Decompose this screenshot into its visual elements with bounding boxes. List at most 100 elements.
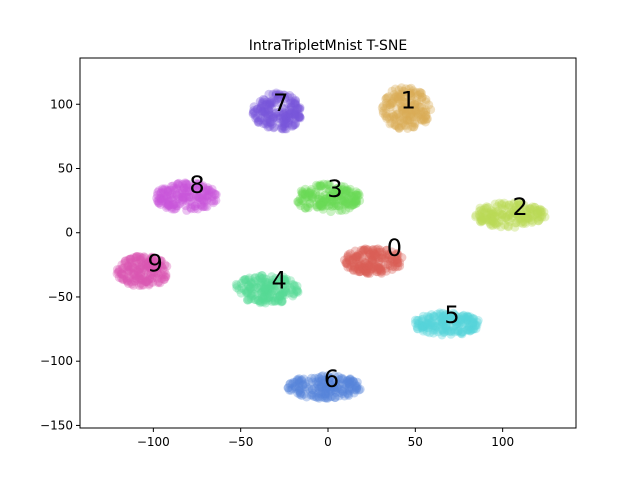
cluster-3-point	[315, 182, 325, 191]
cluster-3-point	[342, 185, 352, 195]
cluster-9-point	[135, 264, 145, 274]
cluster-6-point	[299, 384, 309, 394]
cluster-9-point	[129, 280, 138, 290]
cluster-3-point	[354, 190, 364, 200]
cluster-7-point	[258, 106, 268, 116]
cluster-4-point	[243, 295, 253, 305]
cluster-8-point	[181, 193, 191, 203]
cluster-4-point	[246, 294, 256, 304]
cluster-5-point	[465, 318, 475, 328]
cluster-5-point	[429, 328, 438, 338]
cluster-3-point	[344, 188, 354, 198]
cluster-6-point	[318, 387, 328, 396]
cluster-7-point	[262, 118, 272, 128]
cluster-6-point	[320, 389, 330, 399]
cluster-1-point	[414, 102, 424, 112]
cluster-9-point	[121, 256, 131, 266]
cluster-0-point	[343, 253, 353, 263]
cluster-9-point	[126, 254, 136, 264]
cluster-1-point	[401, 84, 411, 94]
cluster-7-point	[289, 109, 299, 119]
cluster-5-point	[466, 325, 476, 335]
cluster-4-point	[282, 274, 291, 284]
cluster-1-point	[385, 102, 395, 112]
cluster-4-point	[244, 295, 254, 304]
cluster-1-point	[417, 95, 427, 105]
cluster-3-point	[323, 201, 333, 211]
cluster-9-point	[154, 261, 164, 271]
cluster-2-point	[539, 207, 549, 217]
cluster-0-point	[356, 259, 366, 268]
cluster-0-point	[364, 255, 374, 265]
cluster-9-point	[130, 276, 140, 286]
cluster-6-points	[283, 371, 365, 403]
cluster-1-point	[401, 110, 411, 120]
cluster-0-point	[381, 245, 391, 255]
cluster-8-point	[159, 192, 169, 202]
cluster-5-point	[458, 311, 468, 321]
cluster-4-point	[277, 296, 287, 306]
cluster-3-point	[351, 198, 361, 208]
cluster-9-point	[138, 275, 148, 285]
cluster-7-point	[290, 99, 300, 109]
cluster-5-point	[456, 315, 466, 325]
cluster-0-point	[372, 264, 381, 274]
cluster-7-point	[248, 109, 258, 119]
cluster-2-point	[482, 203, 492, 213]
cluster-6-point	[314, 373, 324, 383]
cluster-8-point	[178, 186, 188, 195]
cluster-4-point	[236, 288, 246, 298]
cluster-3-point	[343, 194, 353, 204]
cluster-0-point	[365, 250, 375, 260]
cluster-4-point	[274, 295, 284, 304]
cluster-9-point	[124, 266, 134, 276]
cluster-6-point	[345, 375, 355, 384]
cluster-8-point	[179, 183, 189, 193]
cluster-3-point	[316, 195, 326, 205]
cluster-9-point	[142, 259, 152, 269]
cluster-9-point	[123, 261, 133, 271]
cluster-9-point	[137, 280, 147, 290]
cluster-2-point	[488, 220, 498, 230]
cluster-0-point	[387, 265, 397, 274]
cluster-5-point	[422, 323, 432, 332]
cluster-2-point	[535, 205, 545, 215]
cluster-9-point	[146, 254, 156, 263]
cluster-6-point	[316, 380, 326, 390]
cluster-6-point	[307, 384, 317, 394]
cluster-5-point	[435, 308, 445, 318]
cluster-9-point	[147, 274, 157, 283]
cluster-3-point	[325, 191, 335, 201]
cluster-8-point	[179, 193, 189, 203]
cluster-3-point	[320, 190, 330, 200]
cluster-3-point	[311, 190, 321, 199]
cluster-5-point	[438, 308, 448, 318]
cluster-7-point	[293, 104, 303, 114]
cluster-9-point	[126, 277, 136, 287]
cluster-5-point	[424, 323, 433, 333]
cluster-0-point	[369, 248, 379, 258]
cluster-3-point	[349, 199, 359, 209]
cluster-0-point	[361, 266, 371, 276]
cluster-0-point	[350, 261, 360, 271]
cluster-3-point	[295, 194, 305, 204]
cluster-8-point	[196, 201, 206, 211]
cluster-7-point	[255, 103, 265, 113]
cluster-9-point	[146, 263, 156, 273]
cluster-6-point	[343, 376, 353, 386]
cluster-2-point	[471, 210, 481, 220]
cluster-8-point	[173, 179, 183, 189]
cluster-4-point	[262, 281, 272, 291]
cluster-2-point	[497, 204, 507, 214]
cluster-5-point	[424, 312, 434, 322]
cluster-8-point	[163, 187, 173, 196]
cluster-2-point	[508, 211, 518, 221]
cluster-2-point	[485, 219, 495, 229]
cluster-7-point	[257, 98, 267, 108]
cluster-6-point	[322, 382, 331, 392]
cluster-2-point	[514, 204, 524, 213]
cluster-3-point	[331, 192, 341, 202]
cluster-1-point	[393, 96, 403, 106]
cluster-2-point	[506, 208, 516, 218]
cluster-3-point	[347, 200, 357, 210]
